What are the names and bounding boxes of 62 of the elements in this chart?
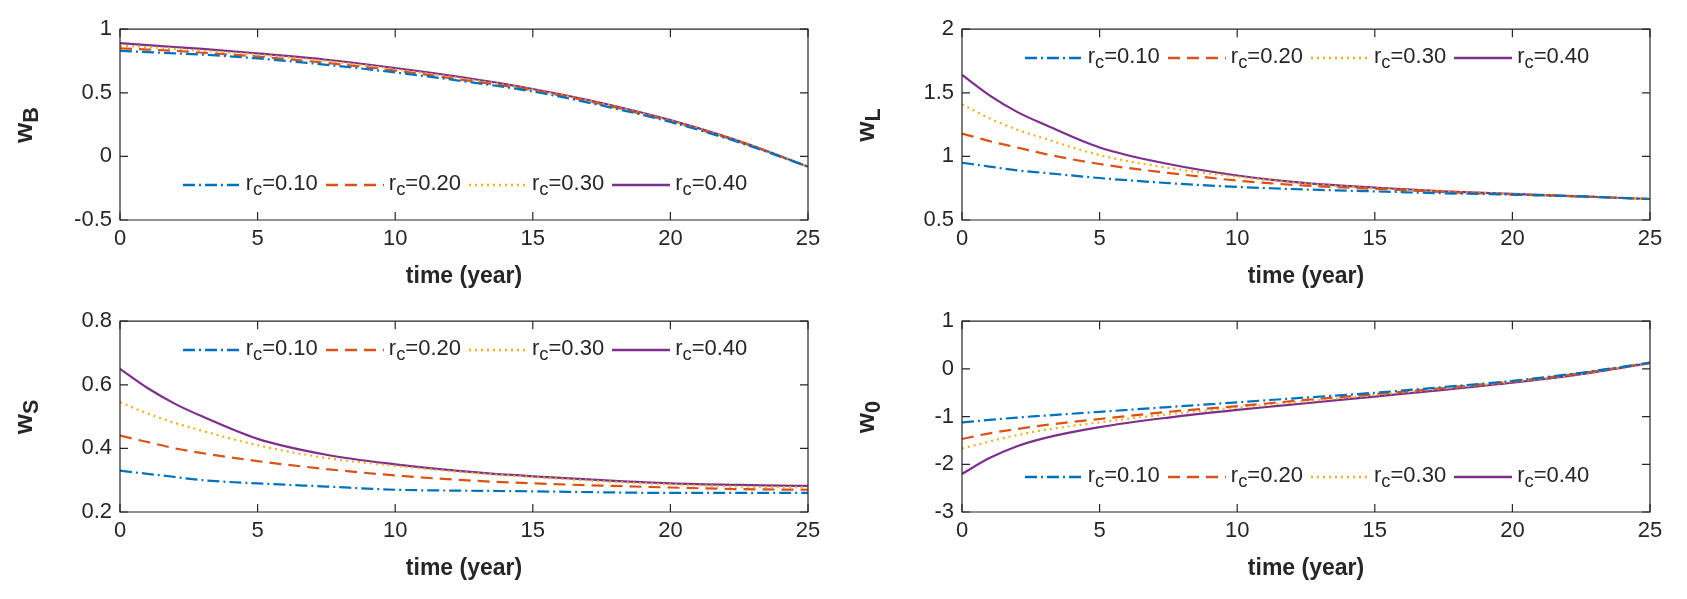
x-axis-title: time (year) (1247, 553, 1365, 580)
y-tick-label: 0.2 (81, 498, 112, 524)
legend-label: r$_{c}$=0.20 (1230, 43, 1303, 74)
legend-label: r$_{c}$=0.10 (245, 170, 318, 201)
legend-label: r$_{c}$=0.10 (1087, 462, 1160, 493)
legend-label: r$_{c}$=0.10 (1087, 43, 1160, 74)
legend-label: r$_{c}$=0.20 (1230, 462, 1303, 493)
legend-label: r$_{c}$=0.30 (532, 335, 605, 366)
legend-label: r$_{c}$=0.30 (1374, 462, 1447, 493)
x-tick-label: 25 (795, 225, 821, 251)
x-tick-label: 10 (382, 517, 408, 543)
x-tick-label: 25 (795, 517, 821, 543)
y-tick-label: 0.4 (81, 434, 112, 460)
x-tick-label: 5 (251, 225, 264, 251)
legend-label: r$_{c}$=0.40 (675, 170, 748, 201)
x-tick-label: 10 (1224, 225, 1250, 251)
x-tick-label: 15 (520, 517, 546, 543)
legend-label: r$_{c}$=0.40 (675, 335, 748, 366)
line-series (962, 361, 1650, 424)
y-tick-label: -2 (934, 450, 954, 476)
y-tick-label: 0.5 (81, 78, 112, 104)
y-tick-label: 2 (941, 15, 954, 41)
x-tick-label: 5 (1093, 517, 1106, 543)
y-tick-label: 0 (99, 142, 112, 168)
y-tick-label: 0.5 (923, 206, 954, 232)
y-tick-label: 1.5 (923, 78, 954, 104)
y-tick-label: 1 (941, 307, 954, 333)
x-axis-title: time (year) (405, 261, 523, 288)
x-tick-label: 20 (1500, 225, 1525, 251)
x-tick-label: 25 (1637, 517, 1663, 543)
x-tick-label: 15 (520, 225, 546, 251)
line-series (962, 161, 1650, 201)
legend-label: r$_{c}$=0.30 (1374, 43, 1447, 74)
x-tick-label: 20 (658, 517, 683, 543)
x-tick-label: 5 (251, 517, 264, 543)
legend-label: r$_{c}$=0.40 (1517, 462, 1590, 493)
legend-label: r$_{c}$=0.20 (388, 170, 461, 201)
legend-label: r$_{c}$=0.30 (532, 170, 605, 201)
y-tick-label: -0.5 (74, 206, 112, 232)
x-tick-label: 5 (1093, 225, 1106, 251)
y-tick-label: 0.6 (81, 370, 112, 396)
line-series (120, 434, 808, 491)
y-tick-label: 0.8 (81, 307, 112, 333)
legend-label: r$_{c}$=0.20 (388, 335, 461, 366)
line-series (120, 367, 808, 488)
legend-label: r$_{c}$=0.10 (245, 335, 318, 366)
x-tick-label: 15 (1362, 225, 1388, 251)
x-axis-title: time (year) (405, 553, 523, 580)
x-tick-label: 15 (1362, 517, 1388, 543)
x-tick-label: 10 (1224, 517, 1250, 543)
x-tick-label: 25 (1637, 225, 1663, 251)
y-tick-label: -1 (934, 402, 954, 428)
y-tick-label: 1 (941, 142, 954, 168)
x-tick-label: 20 (658, 225, 683, 251)
legend-label: r$_{c}$=0.40 (1517, 43, 1590, 74)
x-tick-label: 20 (1500, 517, 1525, 543)
y-tick-label: 0 (941, 354, 954, 380)
y-tick-label: 1 (99, 15, 112, 41)
x-axis-title: time (year) (1247, 261, 1365, 288)
x-tick-label: 10 (382, 225, 408, 251)
line-series (120, 469, 808, 495)
y-tick-label: -3 (934, 498, 954, 524)
